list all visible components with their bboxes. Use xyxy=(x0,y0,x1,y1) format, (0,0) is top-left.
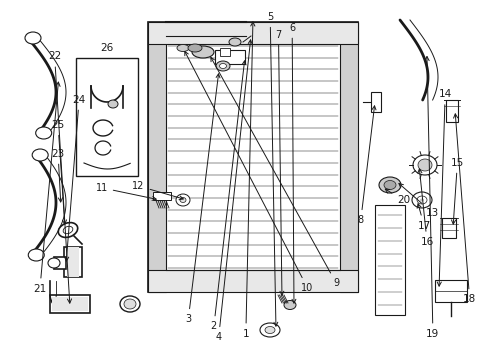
Bar xyxy=(148,270,358,292)
Bar xyxy=(64,247,82,277)
Text: 8: 8 xyxy=(358,106,376,225)
Bar xyxy=(148,22,166,292)
Bar xyxy=(220,48,230,56)
Ellipse shape xyxy=(412,192,432,208)
Ellipse shape xyxy=(417,196,427,204)
Ellipse shape xyxy=(36,127,51,139)
Ellipse shape xyxy=(418,159,432,171)
Bar xyxy=(446,100,458,122)
Bar xyxy=(148,22,166,292)
Text: 18: 18 xyxy=(454,114,476,305)
Ellipse shape xyxy=(420,198,424,202)
Text: 21: 21 xyxy=(33,82,60,294)
Text: 5: 5 xyxy=(267,12,278,326)
Ellipse shape xyxy=(177,45,189,51)
Ellipse shape xyxy=(58,222,78,237)
Ellipse shape xyxy=(284,301,296,310)
Bar xyxy=(52,297,88,311)
Ellipse shape xyxy=(124,299,136,309)
Text: 19: 19 xyxy=(425,57,440,339)
Bar xyxy=(435,280,467,302)
Text: 15: 15 xyxy=(451,158,464,224)
Ellipse shape xyxy=(229,38,241,46)
Text: 22: 22 xyxy=(48,51,72,303)
Text: 24: 24 xyxy=(65,95,86,261)
Bar xyxy=(67,247,79,277)
Ellipse shape xyxy=(108,100,118,108)
Bar xyxy=(76,58,138,176)
Ellipse shape xyxy=(265,327,275,333)
Text: 9: 9 xyxy=(211,57,339,288)
Text: 16: 16 xyxy=(418,169,434,247)
Text: 6: 6 xyxy=(289,23,296,303)
Ellipse shape xyxy=(220,63,226,68)
Text: 10: 10 xyxy=(185,51,314,293)
Bar xyxy=(442,218,456,238)
Ellipse shape xyxy=(28,249,44,261)
Bar xyxy=(153,192,171,200)
Ellipse shape xyxy=(180,198,186,202)
Text: 17: 17 xyxy=(417,204,431,231)
Ellipse shape xyxy=(25,32,41,44)
Text: 11: 11 xyxy=(96,183,156,200)
Text: 2: 2 xyxy=(211,61,246,332)
Ellipse shape xyxy=(32,149,48,161)
Text: 1: 1 xyxy=(243,22,255,339)
Bar xyxy=(50,295,90,313)
Ellipse shape xyxy=(413,155,437,175)
Text: 13: 13 xyxy=(399,184,440,218)
Ellipse shape xyxy=(192,46,214,58)
Bar xyxy=(215,50,245,64)
Text: 23: 23 xyxy=(51,149,65,202)
Text: 7: 7 xyxy=(275,30,284,295)
Text: 20: 20 xyxy=(385,189,410,206)
Text: 4: 4 xyxy=(216,40,252,342)
Text: 26: 26 xyxy=(100,43,114,53)
Text: 12: 12 xyxy=(132,181,183,200)
Bar xyxy=(148,22,358,292)
Ellipse shape xyxy=(120,296,140,312)
Text: 14: 14 xyxy=(437,89,452,286)
Ellipse shape xyxy=(260,323,280,337)
Ellipse shape xyxy=(384,180,396,189)
Text: 25: 25 xyxy=(51,120,67,224)
Ellipse shape xyxy=(188,44,202,52)
Bar xyxy=(375,205,405,315)
Bar xyxy=(340,22,358,292)
Ellipse shape xyxy=(176,194,190,206)
Ellipse shape xyxy=(48,258,60,268)
Ellipse shape xyxy=(63,226,73,234)
Ellipse shape xyxy=(379,177,401,193)
Bar xyxy=(54,257,66,269)
Bar xyxy=(340,22,358,292)
Text: 3: 3 xyxy=(185,74,220,324)
Ellipse shape xyxy=(216,61,230,71)
Bar xyxy=(371,92,381,112)
Bar xyxy=(148,22,358,44)
